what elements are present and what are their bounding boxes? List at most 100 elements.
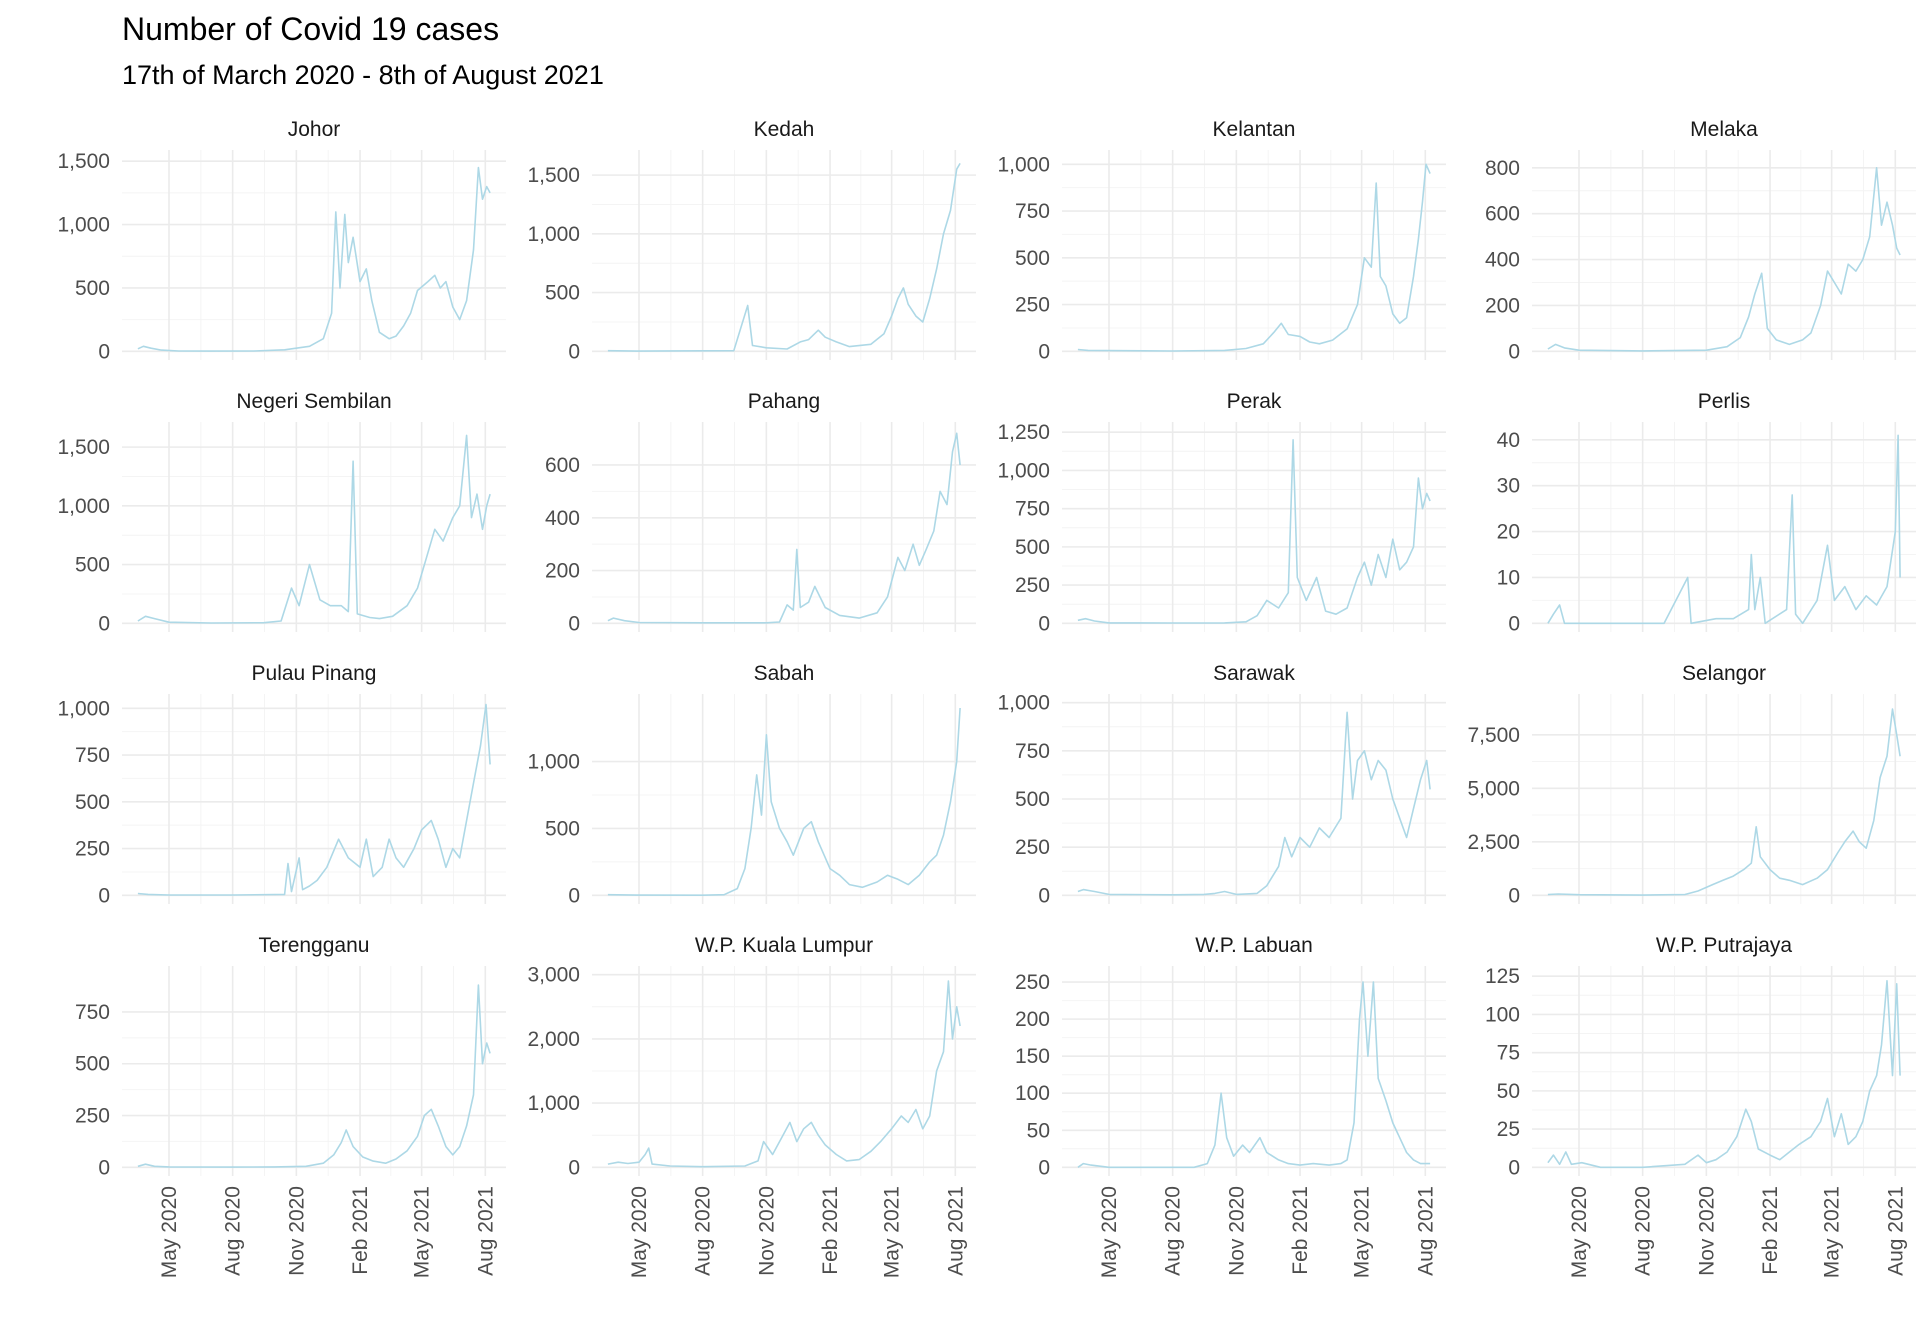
y-tick-label: 500 bbox=[1015, 247, 1050, 270]
y-tick-label: 1,000 bbox=[997, 153, 1050, 176]
y-tick-label: 500 bbox=[1015, 788, 1050, 811]
x-tick-label: Nov 2020 bbox=[285, 1186, 308, 1276]
series-line-negeri-sembilan bbox=[137, 434, 491, 624]
y-tick-label: 500 bbox=[1015, 536, 1050, 559]
x-tick-label: Feb 2021 bbox=[349, 1186, 372, 1275]
y-tick-label: 75 bbox=[1497, 1042, 1520, 1065]
y-tick-label: 800 bbox=[1485, 157, 1520, 180]
y-tick-label: 0 bbox=[1038, 340, 1050, 363]
y-tick-label: 500 bbox=[75, 1053, 110, 1076]
panel-title: Perak bbox=[1227, 390, 1282, 413]
y-tick-label: 500 bbox=[75, 554, 110, 577]
x-tick-label: Aug 2020 bbox=[222, 1186, 245, 1276]
y-tick-label: 1,000 bbox=[527, 223, 580, 246]
panel-kedah: Kedah 0 500 1,000 1,500 bbox=[527, 118, 976, 363]
y-tick-label: 1,500 bbox=[527, 164, 580, 187]
y-tick-label: 0 bbox=[98, 884, 110, 907]
y-tick-label: 10 bbox=[1497, 566, 1520, 589]
panel-negeri-sembilan: Negeri Sembilan 0 500 1,000 1,500 bbox=[57, 390, 506, 635]
y-tick-label: 1,000 bbox=[997, 692, 1050, 715]
panel-title: W.P. Putrajaya bbox=[1656, 934, 1793, 957]
y-tick-label: 100 bbox=[1485, 1003, 1520, 1026]
x-tick-label: Aug 2021 bbox=[474, 1186, 497, 1276]
series-line-w-p-labuan bbox=[1077, 981, 1431, 1169]
panel-w-p-putrajaya: W.P. Putrajaya 0 25 50 75 100 125 May 2020 Aug 2… bbox=[1485, 934, 1916, 1278]
y-tick-label: 500 bbox=[75, 791, 110, 814]
y-tick-label: 30 bbox=[1497, 475, 1520, 498]
y-tick-label: 1,000 bbox=[57, 495, 110, 518]
panel-title: Kelantan bbox=[1213, 118, 1296, 141]
y-tick-label: 400 bbox=[545, 507, 580, 530]
series-line-sarawak bbox=[1077, 711, 1431, 896]
x-tick-label: Feb 2021 bbox=[1759, 1186, 1782, 1275]
y-tick-label: 750 bbox=[1015, 200, 1050, 223]
series-line-perlis bbox=[1547, 434, 1901, 625]
y-tick-label: 1,000 bbox=[57, 214, 110, 237]
series-line-selangor bbox=[1547, 708, 1901, 896]
y-tick-label: 0 bbox=[1508, 1156, 1520, 1179]
y-tick-label: 0 bbox=[568, 612, 580, 635]
panel-kelantan: Kelantan 0 250 500 750 1,000 bbox=[997, 118, 1446, 363]
panel-title: Pulau Pinang bbox=[252, 662, 377, 685]
panel-title: Terengganu bbox=[259, 934, 370, 957]
x-tick-label: Nov 2020 bbox=[1225, 1186, 1248, 1276]
y-tick-label: 500 bbox=[75, 277, 110, 300]
x-tick-label: Feb 2021 bbox=[1289, 1186, 1312, 1275]
x-tick-label: May 2021 bbox=[1821, 1186, 1844, 1278]
panel-pulau-pinang: Pulau Pinang 0 250 500 750 1,000 bbox=[57, 662, 506, 907]
panel-title: W.P. Kuala Lumpur bbox=[695, 934, 873, 957]
y-tick-label: 200 bbox=[1015, 1008, 1050, 1031]
x-tick-label: May 2021 bbox=[1351, 1186, 1374, 1278]
panel-perak: Perak 0 250 500 750 1,000 1,250 bbox=[997, 390, 1446, 635]
panel-title: Negeri Sembilan bbox=[236, 390, 391, 413]
panel-title: Kedah bbox=[754, 118, 815, 141]
y-tick-label: 1,250 bbox=[997, 421, 1050, 444]
y-tick-label: 5,000 bbox=[1467, 777, 1520, 800]
panel-johor: Johor 0 500 1,000 1,500 bbox=[57, 118, 506, 363]
y-tick-label: 20 bbox=[1497, 521, 1520, 544]
y-tick-label: 200 bbox=[1485, 294, 1520, 317]
y-tick-label: 750 bbox=[1015, 740, 1050, 763]
panel-title: Johor bbox=[288, 118, 341, 141]
y-tick-label: 0 bbox=[1508, 612, 1520, 635]
y-tick-label: 0 bbox=[568, 884, 580, 907]
y-tick-label: 600 bbox=[545, 454, 580, 477]
series-line-w-p-putrajaya bbox=[1547, 980, 1901, 1169]
y-tick-label: 25 bbox=[1497, 1118, 1520, 1141]
x-tick-label: Aug 2021 bbox=[944, 1186, 967, 1276]
panel-title: Pahang bbox=[748, 390, 820, 413]
x-tick-label: Nov 2020 bbox=[1695, 1186, 1718, 1276]
y-tick-label: 3,000 bbox=[527, 964, 580, 987]
y-tick-label: 1,000 bbox=[527, 1092, 580, 1115]
panel-sabah: Sabah 0 500 1,000 bbox=[527, 662, 976, 907]
y-tick-label: 40 bbox=[1497, 429, 1520, 452]
y-tick-label: 50 bbox=[1497, 1080, 1520, 1103]
x-tick-label: Aug 2021 bbox=[1414, 1186, 1437, 1276]
y-tick-label: 250 bbox=[1015, 971, 1050, 994]
y-tick-label: 250 bbox=[75, 838, 110, 861]
y-tick-label: 0 bbox=[98, 1156, 110, 1179]
series-line-melaka bbox=[1547, 167, 1901, 352]
series-line-w-p-kuala-lumpur bbox=[607, 980, 961, 1168]
series-line-kelantan bbox=[1077, 163, 1431, 352]
y-tick-label: 250 bbox=[1015, 836, 1050, 859]
y-tick-label: 150 bbox=[1015, 1045, 1050, 1068]
series-line-pulau-pinang bbox=[137, 703, 491, 896]
y-tick-label: 200 bbox=[545, 560, 580, 583]
series-line-sabah bbox=[607, 707, 961, 896]
y-tick-label: 100 bbox=[1015, 1082, 1050, 1105]
y-tick-label: 750 bbox=[75, 1001, 110, 1024]
x-tick-label: Aug 2021 bbox=[1884, 1186, 1907, 1276]
y-tick-label: 250 bbox=[1015, 574, 1050, 597]
y-tick-label: 0 bbox=[1038, 1156, 1050, 1179]
series-line-johor bbox=[137, 166, 491, 352]
panel-pahang: Pahang 0 200 400 600 bbox=[545, 390, 976, 635]
panel-title: W.P. Labuan bbox=[1195, 934, 1313, 957]
panel-title: Selangor bbox=[1682, 662, 1766, 685]
y-tick-label: 0 bbox=[98, 612, 110, 635]
y-tick-label: 1,500 bbox=[57, 150, 110, 173]
y-tick-label: 0 bbox=[1508, 340, 1520, 363]
series-line-kedah bbox=[607, 162, 961, 352]
panel-terengganu: Terengganu 0 250 500 750 May 2020 Aug 2020 Nov … bbox=[75, 934, 506, 1278]
